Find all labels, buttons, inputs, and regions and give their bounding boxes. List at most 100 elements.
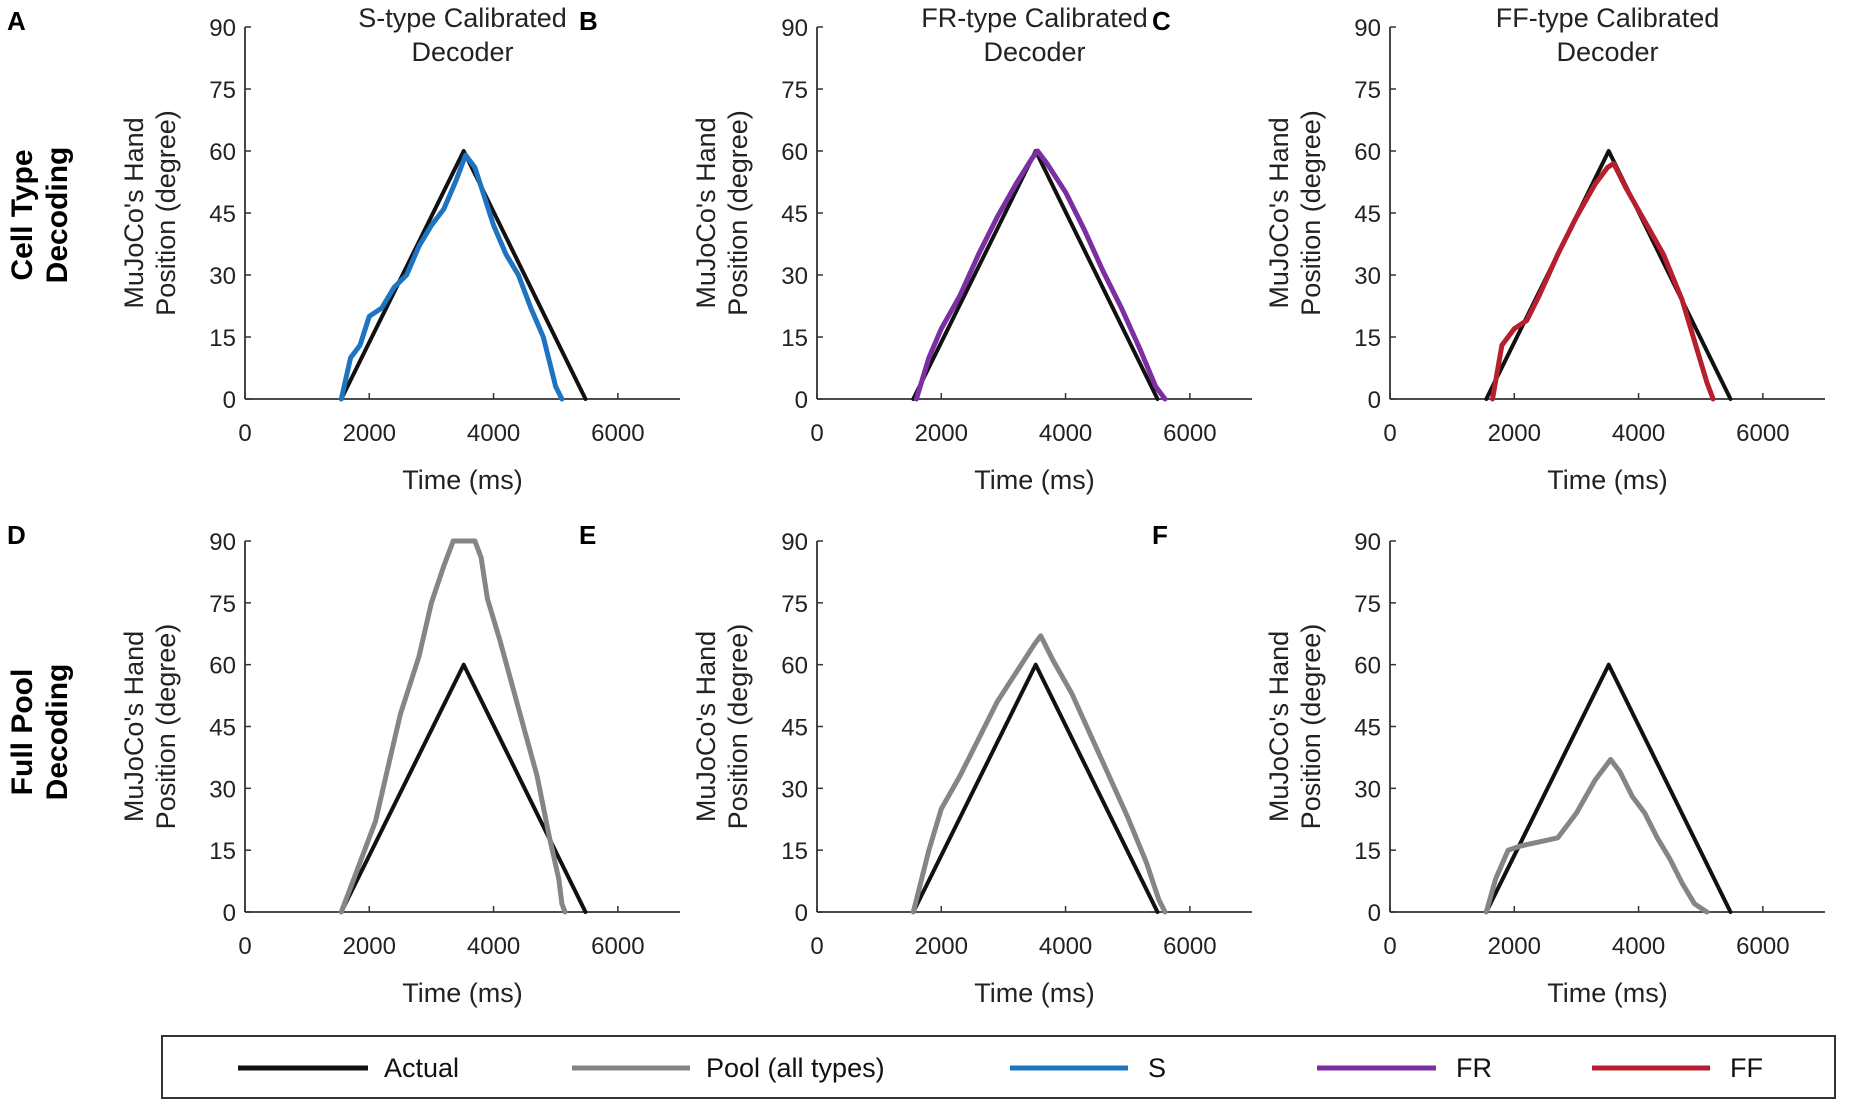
y-tick-label: 75: [1354, 77, 1381, 104]
y-tick-label: 0: [223, 900, 236, 927]
y-tick-label: 0: [1368, 900, 1381, 927]
y-tick-label: 30: [781, 263, 808, 290]
series-line-actual: [339, 662, 588, 914]
y-tick-label: 45: [209, 715, 236, 742]
x-tick-label: 4000: [1039, 420, 1092, 447]
legend-item: S: [1010, 1053, 1166, 1083]
y-tick-label: 75: [781, 77, 808, 104]
x-tick-label: 2000: [915, 420, 968, 447]
y-tick-label: 90: [209, 529, 236, 556]
x-tick-label: 4000: [1612, 420, 1665, 447]
y-tick-label: 0: [1368, 387, 1381, 414]
y-tick-label: 15: [781, 325, 808, 352]
y-tick-label: 0: [223, 387, 236, 414]
y-tick-label: 15: [209, 325, 236, 352]
y-tick-label: 45: [781, 715, 808, 742]
series-line-pool-all-types: [910, 633, 1168, 915]
y-tick-label: 15: [1354, 325, 1381, 352]
panel-e: E 0 15 30 45 60 75 90 0 2000 4000 6000 Time (ms) MuJo…: [579, 520, 1252, 1008]
x-axis-label: Time (ms): [1547, 465, 1667, 495]
panel-letter: E: [579, 520, 596, 550]
chart-title-line1: FF-type Calibrated: [1496, 3, 1720, 33]
y-tick-label: 15: [781, 838, 808, 865]
panel-letter: C: [1152, 6, 1171, 36]
panel-letter: B: [579, 6, 598, 36]
y-tick-label: 30: [781, 776, 808, 803]
series-line-ff: [1490, 160, 1716, 402]
y-tick-label: 60: [781, 653, 808, 680]
x-tick-label: 0: [1383, 933, 1396, 960]
x-axis-label: Time (ms): [402, 465, 522, 495]
x-tick-label: 2000: [915, 933, 968, 960]
legend-item: FF: [1592, 1053, 1763, 1083]
y-axis-label-line1: MuJoCo's Hand: [119, 631, 149, 822]
y-axis-label-line2: Position (degree): [1296, 624, 1326, 830]
x-tick-label: 6000: [1736, 933, 1789, 960]
y-tick-label: 30: [1354, 776, 1381, 803]
y-tick-label: 45: [1354, 201, 1381, 228]
series-line-actual: [1484, 662, 1733, 914]
x-tick-label: 0: [238, 933, 251, 960]
series-line-actual: [911, 662, 1160, 914]
y-axis-label-line2: Position (degree): [723, 110, 753, 316]
x-tick-label: 6000: [591, 420, 644, 447]
y-tick-label: 75: [781, 591, 808, 618]
y-axis-label-line1: MuJoCo's Hand: [691, 117, 721, 308]
legend-label: Actual: [384, 1053, 459, 1083]
y-axis-label-line1: MuJoCo's Hand: [691, 631, 721, 822]
y-tick-label: 45: [781, 201, 808, 228]
x-axis-label: Time (ms): [1547, 978, 1667, 1008]
y-tick-label: 90: [781, 15, 808, 42]
series-line-s: [338, 152, 565, 402]
chart-title-line1: FR-type Calibrated: [921, 3, 1148, 33]
panel-c: C 0 15 30 45 60 75 90 0 2000 4000 6000 Time (ms) MuJo…: [1152, 3, 1825, 495]
chart-title-line2: Decoder: [983, 37, 1085, 67]
x-tick-label: 4000: [467, 933, 520, 960]
y-tick-label: 30: [1354, 263, 1381, 290]
x-tick-label: 6000: [1163, 933, 1216, 960]
y-tick-label: 60: [1354, 139, 1381, 166]
legend-box: [161, 1035, 1836, 1099]
y-axis-label-line2: Position (degree): [151, 110, 181, 316]
x-tick-label: 6000: [1736, 420, 1789, 447]
y-axis-label-line1: MuJoCo's Hand: [1264, 117, 1294, 308]
row-label-top-line1: Cell Type: [6, 149, 39, 280]
series-line-actual: [1484, 149, 1733, 401]
y-tick-label: 30: [209, 263, 236, 290]
chart-title-line1: S-type Calibrated: [358, 3, 567, 33]
row-labels: Cell Type Decoding Full Pool Decoding: [6, 147, 74, 801]
panel-d: D 0 15 30 45 60 75 90 0 2000 4000 6000 Time (ms) MuJo…: [7, 520, 680, 1008]
row-label-top-line2: Decoding: [41, 147, 74, 284]
legend-label: Pool (all types): [706, 1053, 885, 1083]
y-tick-label: 90: [209, 15, 236, 42]
y-tick-label: 60: [209, 139, 236, 166]
y-tick-label: 15: [1354, 838, 1381, 865]
series-line-fr: [913, 148, 1168, 402]
y-axis-label-line2: Position (degree): [1296, 110, 1326, 316]
x-tick-label: 4000: [467, 420, 520, 447]
y-axis-label-line2: Position (degree): [723, 624, 753, 830]
x-tick-label: 0: [1383, 420, 1396, 447]
x-tick-label: 0: [810, 420, 823, 447]
y-tick-label: 45: [1354, 715, 1381, 742]
y-tick-label: 30: [209, 776, 236, 803]
series-line-pool-all-types: [338, 538, 568, 915]
panel-f: F 0 15 30 45 60 75 90 0 2000 4000 6000 Time (ms) MuJo…: [1152, 520, 1825, 1008]
y-tick-label: 90: [781, 529, 808, 556]
panel-letter: D: [7, 520, 26, 550]
row-label-bottom-line1: Full Pool: [6, 669, 39, 796]
y-tick-label: 15: [209, 838, 236, 865]
y-tick-label: 60: [209, 653, 236, 680]
x-tick-label: 0: [810, 933, 823, 960]
y-tick-label: 0: [795, 387, 808, 414]
x-axis-label: Time (ms): [974, 978, 1094, 1008]
y-axis-label-line1: MuJoCo's Hand: [1264, 631, 1294, 822]
panel-letter: F: [1152, 520, 1168, 550]
chart-title-line2: Decoder: [1556, 37, 1658, 67]
y-axis-label-line2: Position (degree): [151, 624, 181, 830]
y-tick-label: 45: [209, 201, 236, 228]
x-tick-label: 0: [238, 420, 251, 447]
series-line-actual: [339, 149, 588, 401]
